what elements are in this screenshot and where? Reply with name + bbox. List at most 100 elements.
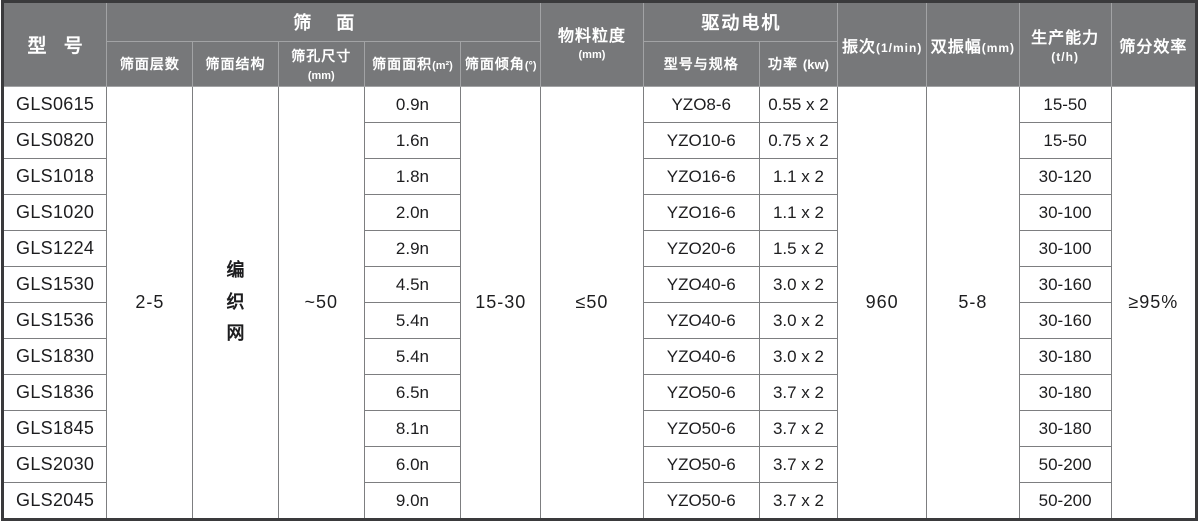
motor-model-cell: YZO40-6 (642, 338, 760, 375)
power-cell: 0.75 x 2 (758, 122, 839, 159)
motor-model-cell: YZO40-6 (642, 266, 760, 303)
col-group-motor: 驱动电机 (642, 1, 839, 42)
power-cell: 3.7 x 2 (758, 446, 839, 483)
capacity-cell: 30-160 (1018, 302, 1112, 339)
model-cell: GLS1836 (1, 374, 108, 411)
frequency-label: 振次 (841, 38, 876, 56)
table-row: GLS2045 9.0n YZO50-6 3.7 x 2 50-200 (1, 482, 1197, 520)
motor-model-cell: YZO20-6 (642, 230, 760, 267)
table-row: GLS1530 4.5n YZO40-6 3.0 x 2 30-160 (1, 266, 1197, 303)
power-cell: 1.5 x 2 (758, 230, 839, 267)
efficiency-cell: ≥95% (1110, 86, 1198, 520)
area-unit: (m²) (432, 60, 453, 72)
area-cell: 1.6n (363, 122, 462, 159)
col-header-efficiency: 筛分效率 (1110, 1, 1198, 87)
col-header-motor-model: 型号与规格 (642, 41, 760, 87)
capacity-cell: 15-50 (1018, 86, 1112, 123)
model-cell: GLS1530 (1, 266, 108, 303)
motor-model-cell: YZO50-6 (642, 446, 760, 483)
capacity-cell: 30-180 (1018, 410, 1112, 447)
power-cell: 3.7 x 2 (758, 374, 839, 411)
model-cell: GLS0820 (1, 122, 108, 159)
table-row: GLS1018 1.8n YZO16-6 1.1 x 2 30-120 (1, 158, 1197, 195)
area-cell: 5.4n (363, 338, 462, 375)
table-row: GLS1836 6.5n YZO50-6 3.7 x 2 30-180 (1, 374, 1197, 411)
header-group-row: 型 号 筛 面 物料粒度 (mm) 驱动电机 振次(1/min) 双振幅(mm)… (1, 1, 1198, 87)
capacity-label: 生产能力 (1031, 29, 1100, 47)
col-header-structure: 筛面结构 (192, 41, 279, 87)
motor-model-cell: YZO8-6 (642, 86, 760, 123)
col-group-sieve: 筛 面 (106, 1, 542, 42)
capacity-cell: 50-200 (1018, 446, 1112, 483)
frequency-unit: (1/min) (876, 40, 923, 55)
mesh-size-cell: ~50 (277, 86, 365, 520)
area-cell: 8.1n (363, 410, 462, 447)
capacity-cell: 30-120 (1018, 158, 1112, 195)
col-header-frequency: 振次(1/min) (837, 1, 928, 87)
area-cell: 5.4n (363, 302, 462, 339)
col-header-inclination: 筛面倾角(°) (460, 41, 542, 87)
table-row: GLS1830 5.4n YZO40-6 3.0 x 2 30-180 (1, 338, 1197, 375)
table-row: GLS0615 2-5 编织网 ~50 0.9n 15-30 ≤50 YZO8-6 0.55 x… (1, 86, 1198, 520)
col-header-mesh-size: 筛孔尺寸 (mm) (277, 41, 365, 87)
particle-size-cell: ≤50 (540, 86, 644, 520)
particle-size-label: 物料粒度 (557, 28, 626, 46)
capacity-cell: 30-160 (1018, 266, 1112, 303)
area-cell: 4.5n (363, 266, 462, 303)
capacity-cell: 30-180 (1018, 374, 1112, 411)
model-cell: GLS1020 (1, 194, 108, 231)
motor-model-cell: YZO10-6 (642, 122, 760, 159)
model-cell: GLS0615 (1, 86, 108, 123)
table-body: GLS0615 2-5 编织网 ~50 0.9n 15-30 ≤50 YZO8-6 0.55 x… (1, 86, 1198, 520)
model-cell: GLS1830 (1, 338, 108, 375)
motor-model-cell: YZO50-6 (642, 374, 760, 411)
table-header: 型 号 筛 面 物料粒度 (mm) 驱动电机 振次(1/min) 双振幅(mm)… (1, 1, 1198, 87)
col-header-model: 型 号 (1, 1, 108, 87)
area-cell: 6.5n (363, 374, 462, 411)
model-cell: GLS1018 (1, 158, 108, 195)
power-cell: 1.1 x 2 (758, 158, 839, 195)
power-cell: 3.0 x 2 (758, 266, 839, 303)
col-header-layers: 筛面层数 (106, 41, 194, 87)
inclination-cell: 15-30 (460, 86, 542, 520)
power-cell: 0.55 x 2 (758, 86, 839, 123)
area-label: 筛面面积 (372, 56, 433, 72)
area-cell: 1.8n (363, 158, 462, 195)
amplitude-unit: (mm) (981, 40, 1016, 55)
col-header-area: 筛面面积(m²) (363, 41, 462, 87)
power-cell: 3.0 x 2 (758, 338, 839, 375)
particle-size-unit: (mm) (578, 48, 606, 61)
mesh-size-label: 筛孔尺寸 (291, 48, 352, 64)
model-cell: GLS2045 (1, 482, 108, 520)
model-cell: GLS1224 (1, 230, 108, 267)
motor-model-cell: YZO40-6 (642, 302, 760, 339)
amplitude-label: 双振幅 (930, 38, 982, 56)
inclination-label: 筛面倾角 (464, 56, 525, 72)
header-sub-row: 筛面层数 筛面结构 筛孔尺寸 (mm) 筛面面积(m²) 筛面倾角(°) 型号与规… (3, 41, 1197, 87)
area-cell: 0.9n (363, 86, 462, 123)
table-row: GLS1845 8.1n YZO50-6 3.7 x 2 30-180 (1, 410, 1197, 447)
power-cell: 3.7 x 2 (758, 410, 839, 447)
capacity-cell: 15-50 (1018, 122, 1112, 159)
capacity-cell: 30-100 (1018, 230, 1112, 267)
capacity-cell: 30-100 (1018, 194, 1112, 231)
col-header-capacity: 生产能力 (t/h) (1018, 1, 1112, 87)
motor-model-cell: YZO16-6 (642, 194, 760, 231)
col-header-particle-size: 物料粒度 (mm) (540, 1, 644, 87)
col-header-power: 功率 (kw) (758, 41, 839, 87)
table-row: GLS1020 2.0n YZO16-6 1.1 x 2 30-100 (1, 194, 1197, 231)
motor-model-cell: YZO50-6 (642, 410, 760, 447)
model-cell: GLS1536 (1, 302, 108, 339)
inclination-unit: (°) (524, 60, 537, 72)
power-cell: 1.1 x 2 (758, 194, 839, 231)
table-row: GLS1224 2.9n YZO20-6 1.5 x 2 30-100 (1, 230, 1197, 267)
motor-model-cell: YZO16-6 (642, 158, 760, 195)
power-cell: 3.7 x 2 (758, 482, 839, 520)
model-cell: GLS1845 (1, 410, 108, 447)
mesh-size-unit: (mm) (307, 70, 335, 82)
col-header-amplitude: 双振幅(mm) (926, 1, 1020, 87)
frequency-cell: 960 (837, 86, 928, 520)
power-label: 功率 (768, 56, 799, 72)
table-row: GLS1536 5.4n YZO40-6 3.0 x 2 30-160 (1, 302, 1197, 339)
